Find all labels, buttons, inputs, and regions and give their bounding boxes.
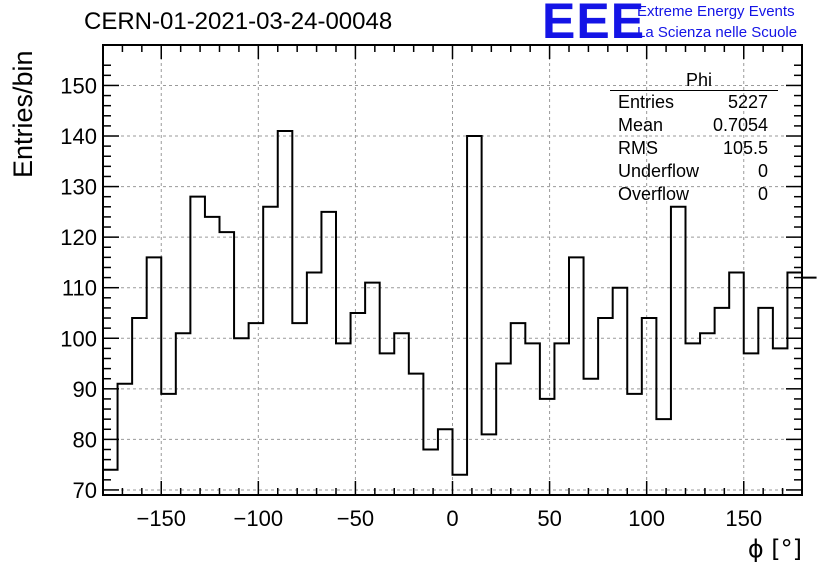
- y-tick-label: 120: [60, 225, 97, 250]
- stats-row-rms: RMS 105.5: [610, 137, 778, 160]
- y-tick-label: 110: [62, 276, 97, 301]
- stats-row-overflow: Overflow 0: [610, 183, 778, 206]
- x-axis-label: ϕ [°]: [748, 535, 802, 563]
- x-tick-label: 0: [446, 506, 458, 531]
- stats-value: 105.5: [722, 138, 768, 158]
- stats-row-entries: Entries 5227: [610, 91, 778, 114]
- plot-frame: [102, 44, 803, 496]
- x-tick-label: −100: [234, 506, 284, 531]
- x-tick-label: −50: [337, 506, 374, 531]
- y-tick-label: 70: [73, 478, 97, 503]
- eee-logo: EEE: [542, 0, 646, 49]
- logo-subtitle-2: La Scienza nelle Scuole: [637, 24, 798, 41]
- stats-value: 0: [757, 161, 768, 181]
- stats-label: Mean: [618, 115, 664, 135]
- x-tick-label: 150: [725, 506, 762, 531]
- stats-title: Phi: [610, 70, 778, 91]
- y-tick-label: 100: [60, 326, 97, 351]
- stats-label: Overflow: [618, 184, 690, 204]
- x-tick-label: −150: [136, 506, 186, 531]
- stats-value: 5227: [727, 92, 768, 112]
- stats-label: Underflow: [618, 161, 700, 181]
- stats-value: 0.7054: [712, 115, 768, 135]
- stats-value: 0: [757, 184, 768, 204]
- logo-subtitle-1: Extreme Energy Events: [637, 3, 795, 20]
- histogram-bars: [102, 129, 817, 495]
- y-tick-label: 140: [60, 124, 97, 149]
- stats-label: RMS: [618, 138, 658, 158]
- histogram-outline: [102, 129, 817, 495]
- stats-row-underflow: Underflow 0: [610, 160, 778, 183]
- axis-ticks: −150 −100 −50 0 50 100 150 70 80 90 100 110 120 130 14…: [60, 45, 802, 531]
- x-tick-label: 50: [537, 506, 561, 531]
- stats-box: Phi Entries 5227 Mean 0.7054 RMS 105.5 U…: [610, 70, 778, 206]
- stats-row-mean: Mean 0.7054: [610, 114, 778, 137]
- y-tick-label: 90: [73, 377, 97, 402]
- y-axis-label: Entries/bin: [8, 50, 38, 178]
- y-tick-label: 150: [60, 73, 97, 98]
- y-tick-label: 130: [60, 175, 97, 200]
- x-tick-label: 100: [628, 506, 665, 531]
- stats-label: Entries: [618, 92, 675, 112]
- chart-title: CERN-01-2021-03-24-00048: [84, 8, 393, 35]
- y-tick-label: 80: [73, 427, 97, 452]
